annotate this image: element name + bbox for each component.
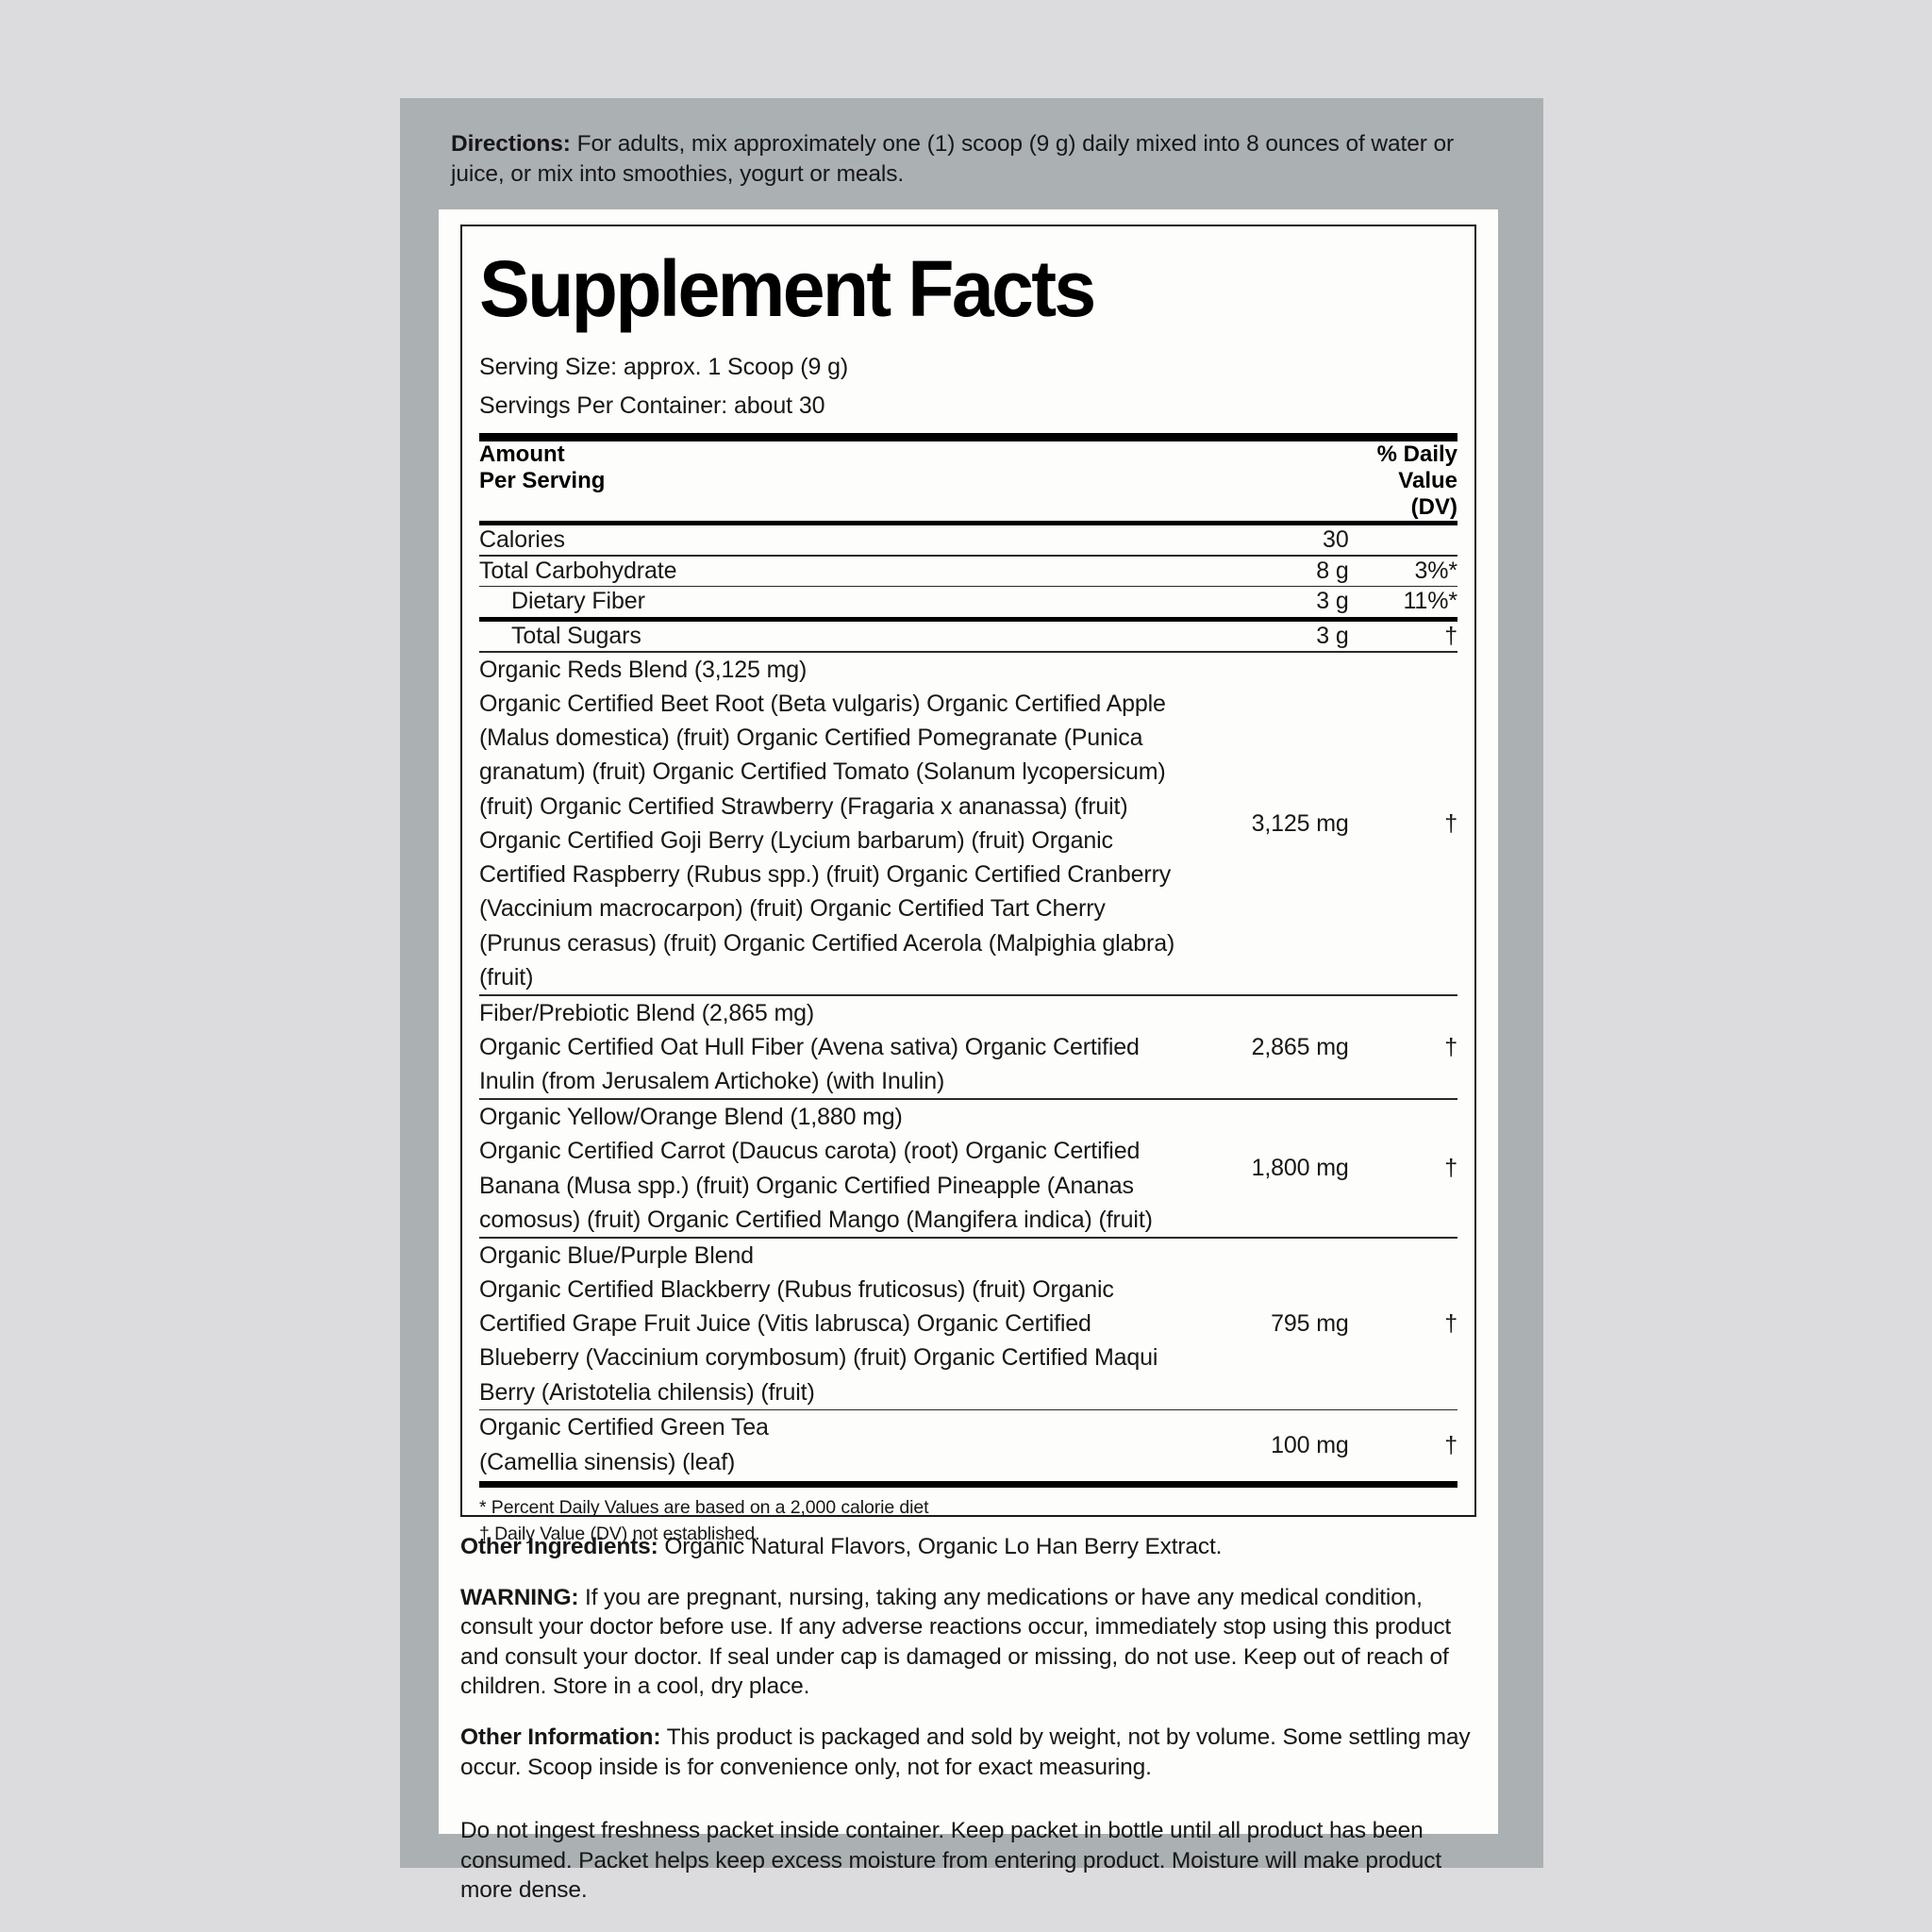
header-spacer-cell — [1193, 441, 1349, 520]
row-separator — [479, 1408, 1457, 1411]
amount-header-line1: Amount — [479, 441, 565, 468]
nutrient-dv: † — [1444, 622, 1457, 649]
servings-per-container: Servings Per Container: about 30 — [479, 391, 825, 419]
label-bottom-text: Other Ingredients: Organic Natural Flavo… — [460, 1532, 1484, 1906]
supplement-facts-table: Amount Per Serving % Daily Value (DV) Ca… — [479, 441, 1457, 1479]
rule-above-footnotes — [479, 1480, 1457, 1488]
rule-row — [479, 994, 1457, 996]
daily-value-header: % Daily Value (DV) — [1349, 441, 1457, 520]
nutrient-name: Total Sugars — [511, 622, 641, 649]
warning-label: WARNING: — [460, 1584, 579, 1610]
freshness-packet-note: Do not ingest freshness packet inside co… — [460, 1818, 1442, 1904]
rule-row — [479, 520, 1457, 525]
table-row: Total Carbohydrate 8 g 3%* — [479, 557, 1457, 586]
nutrient-name: Total Carbohydrate — [479, 557, 677, 584]
supplement-facts-title: Supplement Facts — [479, 244, 1096, 333]
table-row: Organic Yellow/Orange Blend (1,880 mg) O… — [479, 1100, 1457, 1237]
blend-description: Organic Certified Green Tea (Camellia si… — [479, 1410, 1193, 1479]
blend-body: Organic Certified Blackberry (Rubus frut… — [479, 1275, 1158, 1406]
footnote-asterisk: * Percent Daily Values are based on a 2,… — [479, 1496, 929, 1518]
table-row: Fiber/Prebiotic Blend (2,865 mg) Organic… — [479, 996, 1457, 1099]
serving-size: Serving Size: approx. 1 Scoop (9 g) — [479, 354, 849, 381]
other-ingredients-text: Organic Natural Flavors, Organic Lo Han … — [658, 1534, 1223, 1559]
table-row: Organic Blue/Purple Blend Organic Certif… — [479, 1239, 1457, 1409]
nutrient-dv: 11%* — [1403, 588, 1457, 615]
rule-row — [479, 1098, 1457, 1101]
blend-dv: † — [1444, 1033, 1457, 1060]
rule-row — [479, 1408, 1457, 1411]
row-separator-medium — [479, 616, 1457, 622]
blend-heading: Organic Yellow/Orange Blend (1,880 mg) — [479, 1104, 903, 1131]
rule-row — [479, 555, 1457, 557]
rule-row — [479, 616, 1457, 622]
supplement-facts-box: Supplement Facts Serving Size: approx. 1… — [460, 225, 1476, 1544]
blend-body: Organic Certified Oat Hull Fiber (Avena … — [479, 1033, 1140, 1095]
directions-label: Directions: — [451, 131, 571, 157]
paragraph-spacer — [460, 1803, 1484, 1816]
other-information-block: Other Information: This product is packa… — [460, 1723, 1484, 1782]
blend-description: Organic Yellow/Orange Blend (1,880 mg) O… — [479, 1100, 1193, 1237]
other-ingredients-label: Other Ingredients: — [460, 1534, 658, 1559]
label-white-panel: Supplement Facts Serving Size: approx. 1… — [439, 209, 1498, 1903]
blend-heading: Organic Reds Blend (3,125 mg) — [479, 656, 808, 683]
blend-amount: 795 mg — [1271, 1310, 1349, 1338]
blend-body: Organic Certified Carrot (Daucus carota)… — [479, 1138, 1153, 1233]
blend-body: (Camellia sinensis) (leaf) — [479, 1448, 736, 1475]
row-separator — [479, 585, 1457, 588]
blend-amount: 100 mg — [1271, 1431, 1349, 1458]
blend-dv: † — [1444, 809, 1457, 837]
dv-header-line1: % Daily — [1376, 441, 1457, 468]
table-row: Calories 30 — [479, 525, 1457, 555]
other-information-label: Other Information: — [460, 1724, 661, 1750]
footnote-dagger: † Daily Value (DV) not established. — [479, 1523, 760, 1544]
row-separator — [479, 555, 1457, 557]
nutrient-amount: 3 g — [1316, 622, 1349, 649]
blend-description: Fiber/Prebiotic Blend (2,865 mg) Organic… — [479, 996, 1193, 1099]
amount-header-line2: Per Serving — [479, 468, 606, 494]
row-separator — [479, 1098, 1457, 1101]
warning-block: WARNING: If you are pregnant, nursing, t… — [460, 1583, 1484, 1702]
table-row: Total Sugars 3 g † — [479, 622, 1457, 651]
nutrient-dv — [1349, 525, 1457, 555]
nutrient-dv: 3%* — [1414, 557, 1457, 584]
rule-above-header — [479, 433, 1457, 442]
directions-text: For adults, mix approximately one (1) sc… — [451, 131, 1455, 187]
nutrient-name: Dietary Fiber — [511, 588, 645, 615]
table-row: Organic Reds Blend (3,125 mg) Organic Ce… — [479, 653, 1457, 995]
blend-amount: 1,800 mg — [1251, 1155, 1349, 1182]
blend-body: Organic Certified Beet Root (Beta vulgar… — [479, 690, 1175, 991]
blend-dv: † — [1444, 1310, 1457, 1338]
dv-header-line3: (DV) — [1410, 493, 1457, 520]
rule-row — [479, 650, 1457, 653]
rule-row — [479, 1237, 1457, 1239]
rule-row — [479, 585, 1457, 588]
rule-below-header — [479, 520, 1457, 525]
blend-description: Organic Reds Blend (3,125 mg) Organic Ce… — [479, 653, 1193, 995]
blend-dv: † — [1444, 1155, 1457, 1182]
nutrient-amount: 8 g — [1316, 557, 1349, 584]
row-separator — [479, 1237, 1457, 1239]
dv-header-line2: Value — [1398, 468, 1457, 494]
blend-heading: Organic Certified Green Tea — [479, 1414, 769, 1441]
blend-heading: Organic Blue/Purple Blend — [479, 1241, 754, 1269]
nutrient-amount: 3 g — [1316, 588, 1349, 615]
blend-description: Organic Blue/Purple Blend Organic Certif… — [479, 1239, 1193, 1409]
other-information-text: This product is packaged and sold by wei… — [460, 1724, 1471, 1780]
table-row: Organic Certified Green Tea (Camellia si… — [479, 1410, 1457, 1479]
blend-dv: † — [1444, 1431, 1457, 1458]
table-row: Dietary Fiber 3 g 11%* — [479, 587, 1457, 616]
directions-block: Directions: For adults, mix approximatel… — [451, 129, 1489, 190]
amount-per-serving-header: Amount Per Serving — [479, 441, 1193, 520]
blend-heading: Fiber/Prebiotic Blend (2,865 mg) — [479, 999, 815, 1026]
blend-amount: 3,125 mg — [1251, 809, 1349, 837]
other-ingredients-block: Other Ingredients: Organic Natural Flavo… — [460, 1532, 1484, 1562]
warning-text: If you are pregnant, nursing, taking any… — [460, 1584, 1452, 1700]
row-separator — [479, 650, 1457, 653]
row-separator — [479, 994, 1457, 996]
blend-amount: 2,865 mg — [1251, 1033, 1349, 1060]
nutrient-amount: 30 — [1323, 525, 1349, 553]
table-header-row: Amount Per Serving % Daily Value (DV) — [479, 441, 1457, 520]
nutrient-name: Calories — [479, 525, 565, 553]
